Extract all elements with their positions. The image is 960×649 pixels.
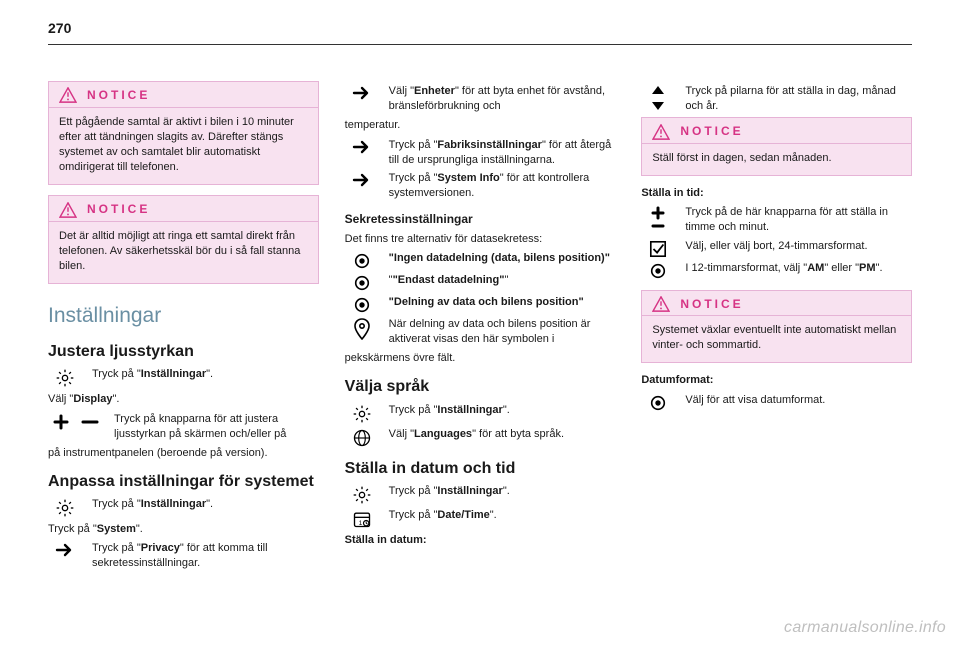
column-2: Välj "Enheter" för att byta enhet för av…: [345, 81, 616, 575]
notice-title: NOTICE: [87, 87, 150, 104]
arrow-right-icon: [345, 84, 379, 101]
notice-title: NOTICE: [680, 123, 743, 140]
text: Tryck på "System".: [48, 522, 319, 537]
notice-body: Ett pågående samtal är aktivt i bilen i …: [49, 108, 318, 185]
text: Välj "Enheter" för att byta enhet för av…: [389, 84, 616, 114]
arrow-right-icon: [345, 138, 379, 155]
gear-icon: [345, 403, 379, 424]
text: Det finns tre alternativ för datasekrete…: [345, 232, 616, 247]
columns: NOTICE Ett pågående samtal är aktivt i b…: [48, 81, 912, 575]
notice-title: NOTICE: [87, 201, 150, 218]
heading-privacy: Sekretessinställningar: [345, 211, 616, 228]
notice-box: NOTICE Ett pågående samtal är aktivt i b…: [48, 81, 319, 185]
text: Tryck på pilarna för att ställa in dag, …: [685, 84, 912, 114]
location-pin-icon: [345, 317, 379, 340]
target-icon: [345, 251, 379, 270]
arrow-right-icon: [345, 171, 379, 188]
target-icon: [641, 261, 675, 280]
column-3: Tryck på pilarna för att ställa in dag, …: [641, 81, 912, 575]
target-icon: [641, 393, 675, 412]
text: Tryck på "Inställningar".: [389, 403, 616, 418]
up-down-arrows-icon: [641, 84, 675, 111]
text: "Ingen datadelning (data, bilens positio…: [389, 251, 616, 266]
gear-icon: [48, 497, 82, 518]
plus-minus-stacked-icon: [641, 205, 675, 232]
text: Tryck på "Inställningar".: [389, 484, 616, 499]
notice-box: NOTICE Det är alltid möjligt att ringa e…: [48, 195, 319, 284]
label-set-time: Ställa in tid:: [641, 186, 912, 201]
text: I 12-timmarsformat, välj "AM" eller "PM"…: [685, 261, 912, 276]
column-1: NOTICE Ett pågående samtal är aktivt i b…: [48, 81, 319, 575]
gear-icon: [48, 367, 82, 388]
notice-box: NOTICE Systemet växlar eventuellt inte a…: [641, 290, 912, 364]
label-date-format: Datumformat:: [641, 373, 912, 388]
text: Välj "Display".: [48, 392, 319, 407]
header-rule: [48, 44, 912, 45]
notice-body: Systemet växlar eventuellt inte automati…: [642, 316, 911, 362]
text: temperatur.: [345, 118, 616, 133]
notice-title: NOTICE: [680, 296, 743, 313]
heading-system: Anpassa inställningar för systemet: [48, 471, 319, 493]
text: Tryck på "Date/Time".: [389, 508, 616, 523]
plus-minus-icon: [48, 412, 104, 431]
heading-language: Välja språk: [345, 376, 616, 398]
arrow-right-icon: [48, 541, 82, 558]
target-icon: [345, 295, 379, 314]
checkbox-icon: [641, 239, 675, 258]
target-icon: [345, 273, 379, 292]
notice-body: Det är alltid möjligt att ringa ett samt…: [49, 222, 318, 284]
text: Välj för att visa datumformat.: [685, 393, 912, 408]
heading-datetime: Ställa in datum och tid: [345, 458, 616, 480]
text: Tryck på de här knapparna för att ställa…: [685, 205, 912, 235]
page-number: 270: [48, 20, 912, 36]
text: pekskärmens övre fält.: [345, 351, 616, 366]
warning-icon: [59, 202, 77, 218]
warning-icon: [59, 87, 77, 103]
label-set-date: Ställa in datum:: [345, 533, 616, 548]
text: ""Endast datadelning"": [389, 273, 616, 288]
text: Tryck på "Fabriksinställningar" för att …: [389, 138, 616, 168]
watermark: carmanualsonline.info: [784, 619, 946, 637]
calendar-icon: 1: [345, 508, 379, 529]
text: "Delning av data och bilens position": [389, 295, 616, 310]
heading-brightness: Justera ljusstyrkan: [48, 341, 319, 363]
text: Tryck på "Privacy" för att komma till se…: [92, 541, 319, 571]
section-heading: Inställningar: [48, 302, 319, 331]
text: Välj "Languages" för att byta språk.: [389, 427, 616, 442]
text: Tryck på knapparna för att justera ljuss…: [114, 412, 319, 442]
gear-icon: [345, 484, 379, 505]
svg-text:1: 1: [358, 519, 362, 526]
text: Tryck på "System Info" för att kontrolle…: [389, 171, 616, 201]
notice-box: NOTICE Ställ först in dagen, sedan månad…: [641, 117, 912, 176]
text: Välj, eller välj bort, 24-timmarsformat.: [685, 239, 912, 254]
text: på instrumentpanelen (beroende på versio…: [48, 446, 319, 461]
globe-icon: [345, 427, 379, 448]
warning-icon: [652, 124, 670, 140]
notice-body: Ställ först in dagen, sedan månaden.: [642, 144, 911, 175]
text: Tryck på "Inställningar".: [92, 497, 319, 512]
text: Tryck på "Inställningar".: [92, 367, 319, 382]
text: När delning av data och bilens position …: [389, 317, 616, 347]
warning-icon: [652, 296, 670, 312]
